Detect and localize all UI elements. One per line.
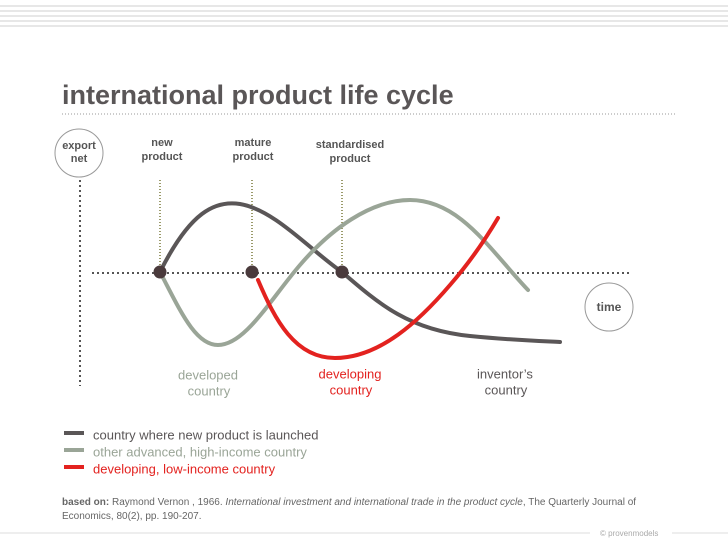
x-axis-label: time: [597, 300, 622, 314]
source-work: International investment and internation…: [225, 497, 523, 508]
developed-curve: [158, 197, 530, 348]
x-axis-badge: [584, 282, 634, 332]
source-lead: based on:: [62, 497, 110, 508]
curve-label: country: [485, 382, 528, 397]
title: international product life cycle: [62, 80, 454, 110]
stage-label: mature: [235, 137, 272, 149]
y-axis-label: net: [71, 153, 88, 165]
stage-label: new: [151, 137, 173, 149]
curve-label: country: [330, 382, 373, 397]
curve-label: developed: [178, 367, 238, 382]
developing-curve: [256, 216, 500, 361]
legend-label: developing, low-income country: [93, 461, 276, 476]
legend-label: country where new product is launched: [93, 427, 318, 442]
curve-label: country: [188, 383, 231, 398]
header-stripes: [0, 5, 728, 27]
source-rest: , The Quarterly Journal of Economics, 80…: [62, 497, 637, 522]
stage-label: product: [142, 151, 183, 163]
stage-dots: [153, 265, 349, 279]
inventor-curve: [158, 201, 562, 344]
footer: © provenmodels: [600, 529, 658, 538]
source: based on: Raymond Vernon , 1966. Interna…: [62, 496, 682, 524]
stage-label: standardised: [316, 139, 384, 151]
source-author: Raymond Vernon , 1966.: [109, 497, 226, 508]
legend-label: other advanced, high-income country: [93, 444, 307, 459]
y-axis-label: export: [62, 140, 96, 152]
curve-label: developing: [319, 366, 382, 381]
y-axis-badge: [54, 128, 104, 178]
stage-label: product: [330, 153, 371, 165]
stage-label: product: [233, 151, 274, 163]
curve-label: inventor’s: [477, 366, 533, 381]
